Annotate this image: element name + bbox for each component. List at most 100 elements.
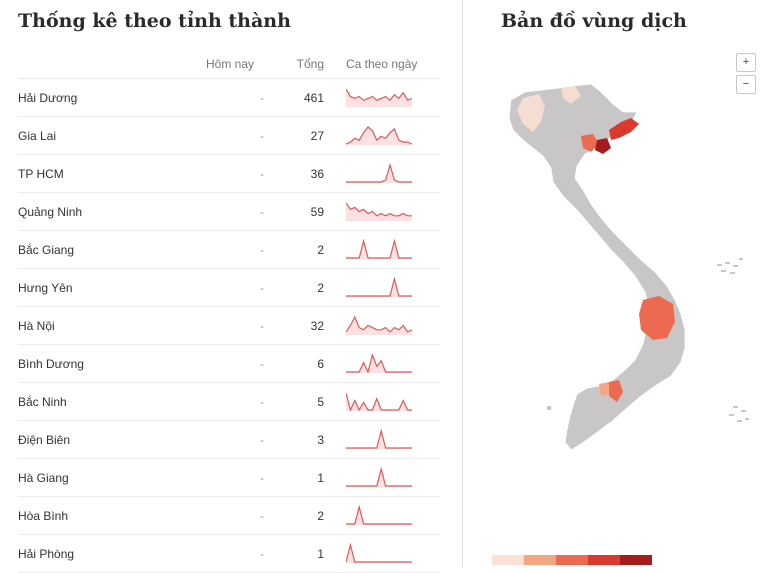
sparkline-line: [346, 467, 412, 487]
daily-cases-sparkline: [346, 126, 412, 145]
legend-swatch-3: [556, 555, 588, 565]
sparkline-area: [346, 241, 412, 259]
province-name: Bình Dương: [18, 357, 84, 371]
daily-cases-sparkline: [346, 543, 412, 563]
province-name: Bắc Giang: [18, 243, 75, 257]
legend-swatch-2: [524, 555, 556, 565]
table-row[interactable]: Hải Phòng - 1: [18, 535, 440, 573]
daily-cases-sparkline: [346, 505, 412, 525]
sparkline-line: [346, 315, 412, 333]
province-name: Bắc Ninh: [18, 395, 67, 409]
table-row[interactable]: Gia Lai - 27: [18, 117, 440, 155]
sparkline-line: [346, 429, 412, 449]
cases-today: -: [260, 395, 264, 409]
sparkline-line: [346, 353, 412, 373]
map-title: Bản đồ vùng dịch: [501, 10, 687, 32]
cases-total: 1: [317, 471, 324, 485]
daily-cases-sparkline: [346, 239, 412, 259]
province-highlight-gia-lai: [639, 296, 675, 340]
sparkline-line: [346, 543, 412, 563]
map-panel: Bản đồ vùng dịch + −: [463, 0, 780, 567]
table-row[interactable]: Bắc Ninh - 5: [18, 383, 440, 421]
cases-total: 3: [317, 433, 324, 447]
zoom-in-button[interactable]: +: [736, 53, 756, 72]
daily-cases-sparkline: [346, 429, 412, 449]
cases-total: 36: [310, 167, 324, 181]
table-row[interactable]: Quảng Ninh - 59: [18, 193, 440, 231]
province-name: Hà Nội: [18, 319, 55, 333]
province-highlight-binh-duong: [599, 382, 609, 396]
sparkline-area: [346, 545, 412, 563]
daily-cases-sparkline: [346, 392, 412, 411]
province-highlight-north-medium: [581, 134, 599, 152]
island-cluster-spratly: [729, 406, 749, 422]
column-header-total[interactable]: Tổng: [296, 57, 324, 71]
cases-total: 2: [317, 281, 324, 295]
sparkline-line: [346, 392, 412, 411]
table-row[interactable]: Bình Dương - 6: [18, 345, 440, 383]
daily-cases-sparkline: [346, 163, 412, 183]
cases-today: -: [260, 319, 264, 333]
table-row[interactable]: Hòa Bình - 2: [18, 497, 440, 535]
vietnam-mainland-region: [508, 83, 686, 451]
legend-swatch-1: [492, 555, 524, 565]
province-name: Điện Biên: [18, 433, 71, 447]
cases-total: 32: [310, 319, 324, 333]
panel-divider: [462, 0, 463, 567]
cases-total: 59: [310, 205, 324, 219]
sparkline-area: [346, 279, 412, 297]
column-header-today[interactable]: Hôm nay: [205, 57, 255, 71]
sparkline-area: [346, 507, 412, 525]
sparkline-line: [346, 88, 412, 102]
zoom-out-button[interactable]: −: [736, 75, 756, 94]
sparkline-area: [346, 393, 412, 411]
cases-today: -: [260, 547, 264, 561]
cases-today: -: [260, 471, 264, 485]
island-phu-quoc: [547, 406, 551, 410]
table-row[interactable]: TP HCM - 36: [18, 155, 440, 193]
sparkline-line: [346, 277, 412, 297]
cases-today: -: [260, 243, 264, 257]
table-row[interactable]: Điện Biên - 3: [18, 421, 440, 459]
cases-total: 6: [317, 357, 324, 371]
cases-today: -: [260, 129, 264, 143]
sparkline-area: [346, 165, 412, 183]
sparkline-line: [346, 505, 412, 525]
cases-total: 27: [310, 129, 324, 143]
sparkline-area: [346, 317, 412, 335]
cases-total: 1: [317, 547, 324, 561]
daily-cases-sparkline: [346, 277, 412, 297]
cases-today: -: [260, 433, 264, 447]
province-highlight-hai-duong: [595, 138, 611, 154]
legend-swatch-4: [588, 555, 620, 565]
sparkline-line: [346, 126, 412, 145]
legend-swatch-5: [620, 555, 652, 565]
province-name: Quảng Ninh: [18, 205, 83, 219]
province-name: Hải Phòng: [18, 547, 75, 561]
table-row[interactable]: Hà Giang - 1: [18, 459, 440, 497]
province-name: TP HCM: [18, 167, 64, 181]
island-cluster-paracel: [717, 258, 743, 274]
daily-cases-sparkline: [346, 315, 412, 335]
cases-total: 461: [303, 91, 324, 105]
sparkline-line: [346, 239, 412, 259]
sparkline-area: [346, 89, 412, 107]
sparkline-area: [346, 203, 412, 221]
column-header-daily[interactable]: Ca theo ngày: [346, 57, 418, 71]
cases-total: 2: [317, 509, 324, 523]
daily-cases-sparkline: [346, 353, 412, 373]
cases-today: -: [260, 357, 264, 371]
table-row[interactable]: Hải Dương - 461: [18, 79, 440, 117]
table-row[interactable]: Bắc Giang - 2: [18, 231, 440, 269]
vietnam-map[interactable]: [463, 0, 780, 567]
table-row[interactable]: Hưng Yên - 2: [18, 269, 440, 307]
province-highlight-hcm: [609, 380, 623, 402]
province-stats-panel: Thống kê theo tỉnh thành Hôm nay Tổng Ca…: [18, 10, 440, 573]
cases-total: 5: [317, 395, 324, 409]
table-row[interactable]: Hà Nội - 32: [18, 307, 440, 345]
cases-today: -: [260, 167, 264, 181]
daily-cases-sparkline: [346, 467, 412, 487]
sparkline-area: [346, 127, 412, 145]
province-highlight-northwest-light: [517, 94, 545, 132]
cases-today: -: [260, 91, 264, 105]
